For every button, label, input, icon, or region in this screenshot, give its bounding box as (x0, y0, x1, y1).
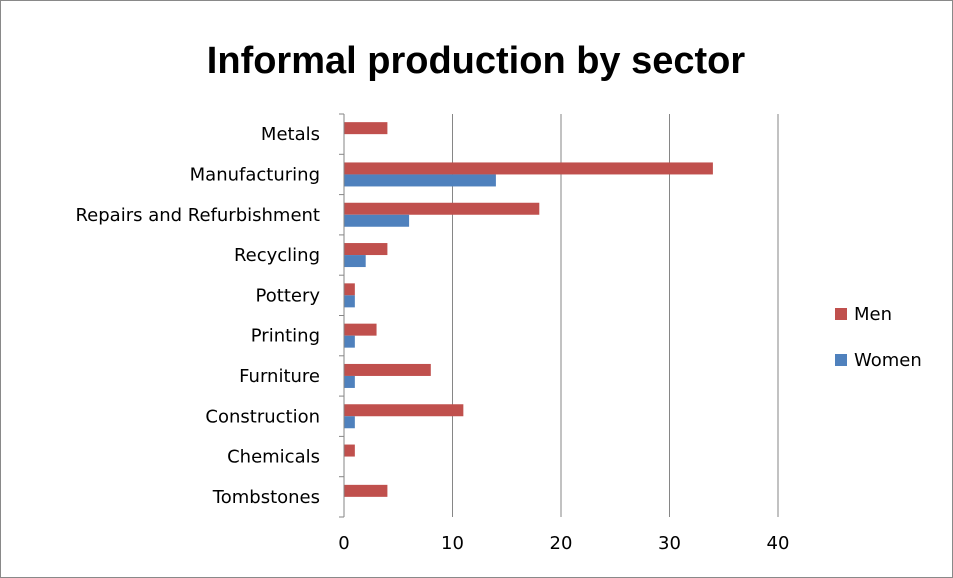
category-label: Recycling (234, 245, 320, 266)
bar-women (344, 174, 496, 187)
x-tick-labels: 0 10 20 30 40 (338, 533, 789, 554)
x-tick-label: 40 (767, 533, 790, 554)
legend-swatch-men (835, 308, 847, 320)
bar-men (344, 243, 388, 256)
x-tick-label: 20 (550, 533, 573, 554)
category-label: Printing (251, 326, 320, 347)
bar-women (344, 416, 355, 429)
bar-women (344, 335, 355, 348)
bar-men (344, 444, 355, 457)
bar-women (344, 255, 366, 268)
bar-men (344, 363, 431, 376)
legend: Men Women (835, 304, 922, 371)
chart-title: Informal production by sector (207, 40, 746, 82)
bar-men (344, 122, 388, 135)
bar-men (344, 162, 713, 175)
x-tick-label: 10 (441, 533, 464, 554)
category-label: Furniture (239, 366, 320, 387)
bar-men (344, 202, 540, 215)
legend-label-men: Men (854, 304, 892, 325)
category-label: Manufacturing (190, 164, 320, 185)
legend-label-women: Women (854, 350, 922, 371)
legend-swatch-women (835, 354, 847, 366)
bar-men (344, 283, 355, 296)
category-labels: Metals Manufacturing Repairs and Refurbish… (75, 124, 320, 508)
x-tick-label: 30 (658, 533, 681, 554)
category-label: Construction (205, 406, 320, 427)
bar-men (344, 484, 388, 497)
x-tick-label: 0 (338, 533, 349, 554)
bar-men (344, 323, 377, 336)
bar-women (344, 295, 355, 308)
bar-women (344, 214, 410, 227)
bar-men (344, 404, 464, 417)
category-label: Tombstones (212, 487, 320, 508)
category-label: Repairs and Refurbishment (75, 205, 320, 226)
category-label: Pottery (256, 285, 321, 306)
category-label: Metals (261, 124, 320, 145)
category-label: Chemicals (227, 447, 320, 468)
axes (339, 113, 345, 518)
bar-women (344, 375, 355, 388)
gridlines (452, 114, 779, 517)
bars (344, 122, 713, 497)
